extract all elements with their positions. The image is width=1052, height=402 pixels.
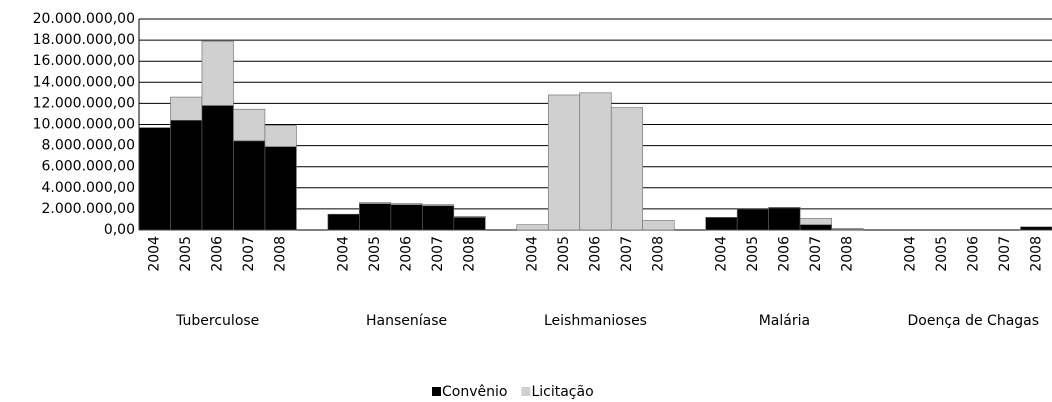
- x-tick-label: 2004: [336, 236, 352, 272]
- x-tick-label: 2006: [965, 236, 981, 272]
- y-tick-label: 4.000.000,00: [41, 180, 135, 196]
- bar-segment: [736, 208, 769, 210]
- bar-segment: [516, 224, 549, 231]
- x-tick-label: 2008: [273, 236, 289, 272]
- x-tick-label: 2006: [210, 236, 226, 272]
- bar-segment: [359, 203, 392, 231]
- bar-segment: [453, 217, 486, 231]
- bar-segment: [138, 127, 171, 231]
- y-tick-label: 12.000.000,00: [33, 95, 135, 111]
- bar-segment: [264, 125, 297, 147]
- bar-segment: [390, 203, 423, 205]
- y-tick-label: 6.000.000,00: [41, 159, 135, 175]
- bar-segment: [831, 228, 864, 230]
- x-tick-label: 2007: [430, 236, 446, 272]
- y-tick-label: 2.000.000,00: [41, 201, 135, 217]
- y-tick-label: 18.000.000,00: [33, 32, 135, 48]
- x-tick-label: 2008: [839, 236, 855, 272]
- bar-segment: [768, 207, 801, 231]
- group-label: Malária: [759, 313, 810, 329]
- bar-segment: [1020, 226, 1052, 231]
- x-tick-label: 2007: [808, 236, 824, 272]
- bar-segment: [390, 204, 423, 231]
- bar-segment: [422, 204, 455, 207]
- bar-segment: [233, 108, 266, 142]
- x-tick-label: 2004: [902, 236, 918, 272]
- bar-segment: [264, 146, 297, 231]
- group-label: Tuberculose: [175, 313, 259, 329]
- bar-segment: [642, 220, 675, 231]
- x-tick-label: 2004: [147, 236, 163, 272]
- x-tick-label: 2006: [776, 236, 792, 272]
- bar-segment: [610, 107, 644, 231]
- group-label: Leishmanioses: [544, 313, 647, 329]
- y-tick-label: 20.000.000,00: [33, 11, 135, 27]
- x-tick-label: 2004: [713, 236, 729, 272]
- legend-label: Licitação: [531, 384, 593, 400]
- bar-segment: [201, 40, 234, 106]
- x-tick-label: 2007: [997, 236, 1013, 272]
- bar-segment: [233, 140, 266, 231]
- x-tick-label: 2005: [934, 236, 950, 272]
- group-label: Doença de Chagas: [908, 313, 1040, 329]
- bar-segment: [327, 213, 360, 231]
- x-tick-label: 2005: [178, 236, 194, 272]
- x-tick-label: 2007: [619, 236, 635, 272]
- x-tick-label: 2006: [588, 236, 604, 272]
- y-tick-label: 14.000.000,00: [33, 74, 135, 90]
- bar-segment: [201, 105, 234, 231]
- bar-segment: [170, 119, 203, 231]
- x-tick-label: 2004: [525, 236, 541, 272]
- bar-segment: [422, 205, 455, 231]
- bar-segment: [736, 208, 769, 231]
- bar-segment: [799, 218, 832, 226]
- bar-segment: [579, 92, 612, 231]
- bar-segment: [170, 96, 203, 121]
- legend-label: Convênio: [442, 384, 507, 400]
- bar-segment: [547, 94, 581, 231]
- x-tick-label: 2008: [650, 236, 666, 272]
- bar-segment: [453, 215, 486, 218]
- x-tick-label: 2008: [462, 236, 478, 272]
- x-tick-label: 2008: [1028, 236, 1044, 272]
- y-tick-label: 8.000.000,00: [41, 138, 135, 154]
- bar-segment: [799, 224, 832, 231]
- bar-segment: [768, 207, 801, 209]
- bar-segment: [705, 217, 738, 231]
- x-tick-label: 2005: [745, 236, 761, 272]
- y-tick-label: 0,00: [104, 222, 135, 238]
- x-tick-label: 2007: [241, 236, 257, 272]
- y-tick-label: 10.000.000,00: [33, 117, 135, 133]
- legend-swatch: [432, 387, 441, 396]
- x-tick-label: 2005: [556, 236, 572, 272]
- legend-swatch: [521, 387, 531, 396]
- x-tick-label: 2005: [367, 236, 383, 272]
- group-label: Hanseníase: [366, 313, 447, 329]
- y-tick-label: 16.000.000,00: [33, 53, 135, 69]
- bar-segment: [359, 202, 392, 204]
- x-tick-label: 2006: [399, 236, 415, 272]
